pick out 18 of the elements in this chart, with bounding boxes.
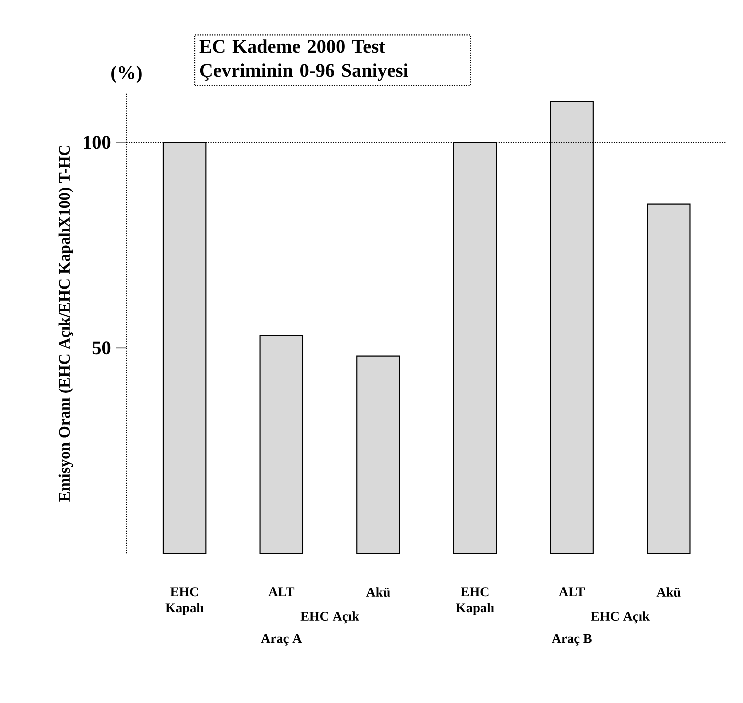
x-tick-label: Akü — [656, 588, 681, 598]
x-tick-label: ALT — [268, 588, 295, 596]
x-tick-label: Akü — [366, 588, 390, 598]
y-tick-label: 100 — [84, 136, 111, 150]
text: Araç B — [552, 634, 592, 646]
text: EHC Açık — [300, 612, 360, 624]
text: (%) — [112, 66, 142, 84]
bar — [260, 335, 304, 554]
chart-title: EC Kademe 2000 Test Çevriminin 0-96 Saniyesi — [200, 40, 408, 82]
text: EHC Açık — [591, 612, 650, 624]
y-axis-title: Emisyon Oranı (EHC Açık/EHC KapalıX100) T-HC — [58, 146, 74, 502]
text: Araç A — [261, 634, 302, 646]
x-tick-label: EHC Kapalı — [166, 588, 204, 616]
bar — [356, 356, 400, 554]
x-tick-label: ALT — [559, 588, 585, 596]
y-tick-label: 50 — [92, 342, 111, 355]
bar — [647, 204, 691, 554]
x-tick-label: EHC Kapalı — [456, 588, 494, 616]
